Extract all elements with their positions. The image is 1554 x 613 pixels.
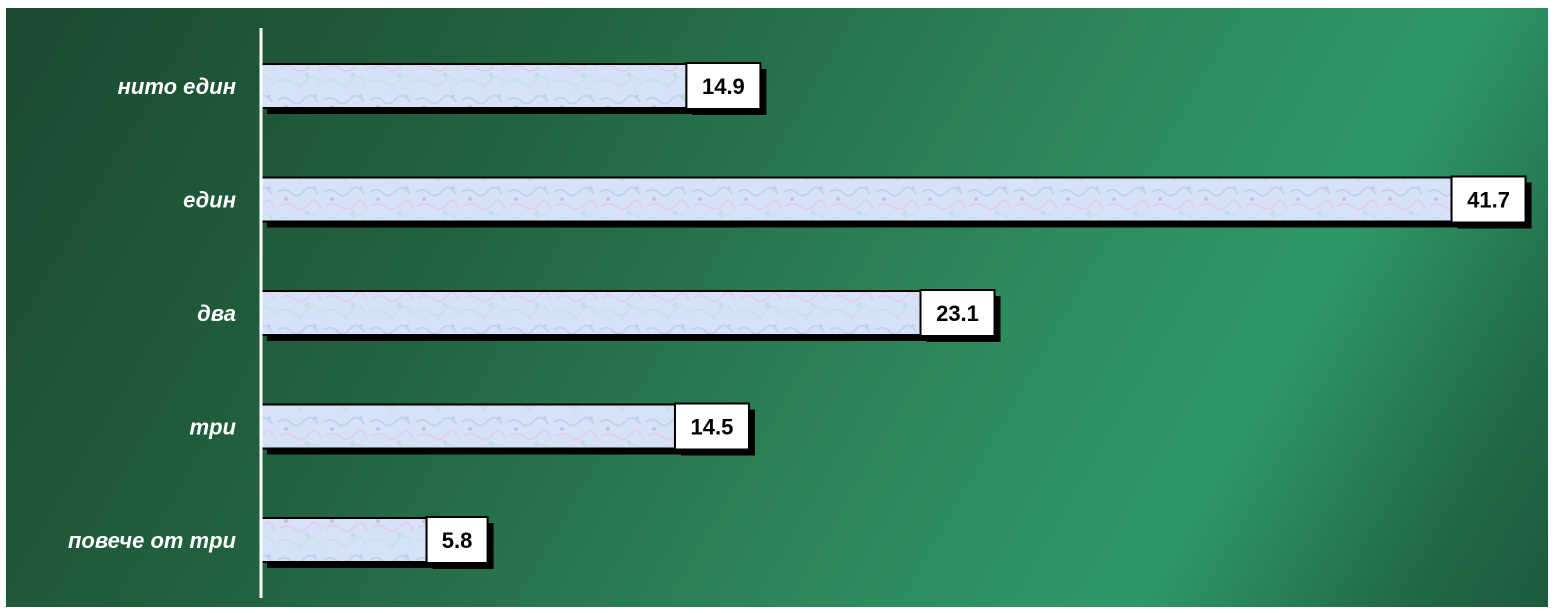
bar — [261, 405, 675, 449]
data-label: 23.1 — [936, 301, 979, 326]
category-label: три — [190, 415, 237, 440]
data-label: 14.9 — [702, 74, 745, 99]
bar — [261, 178, 1452, 222]
data-label: 5.8 — [442, 528, 473, 553]
data-label: 14.5 — [691, 415, 734, 440]
data-label: 41.7 — [1467, 188, 1510, 213]
bar — [261, 518, 427, 562]
category-label: повече от три — [68, 528, 237, 553]
bars-layer: нито един 14.9 един 41.7 два 23.1 три 14.5 повеч… — [68, 63, 1532, 569]
category-label: един — [183, 188, 236, 213]
bar — [261, 291, 921, 335]
category-label: два — [197, 301, 236, 326]
bar — [261, 64, 686, 108]
category-label: нито един — [118, 74, 236, 99]
